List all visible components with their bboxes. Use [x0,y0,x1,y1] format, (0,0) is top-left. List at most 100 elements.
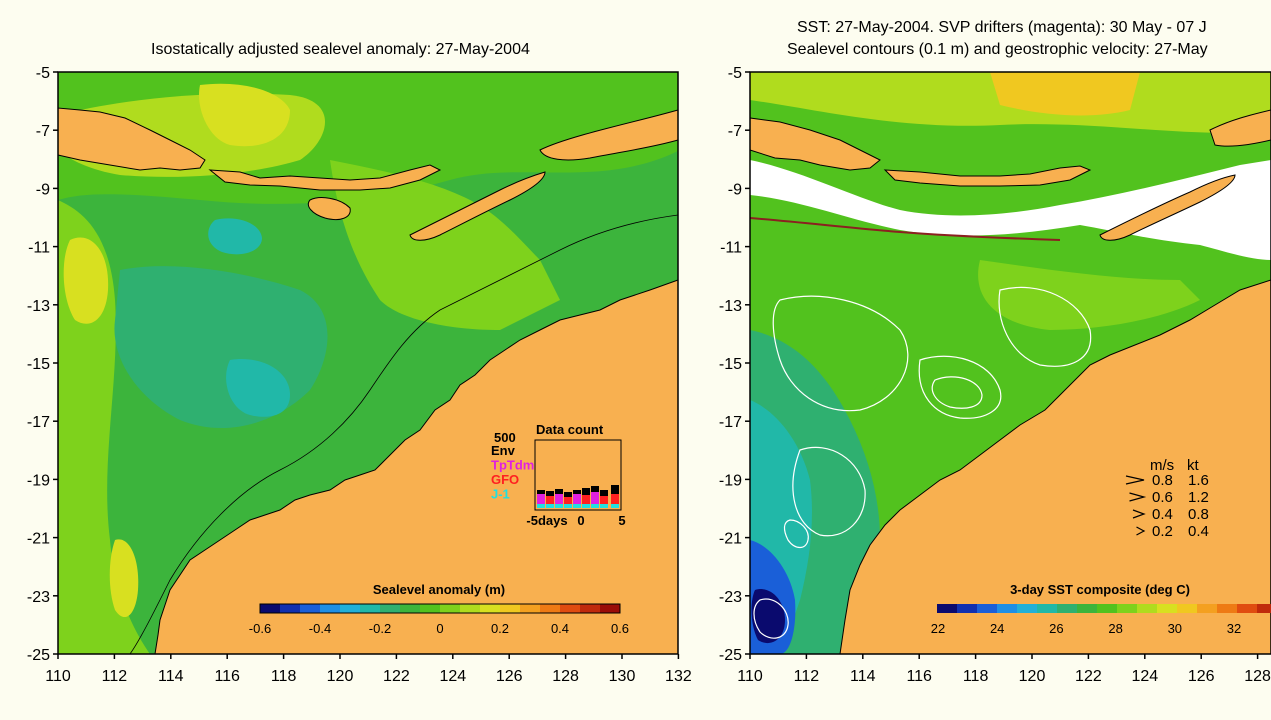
left-colorbar-cell [440,604,461,613]
right-colorbar-cell [1237,604,1258,613]
right-colorbar-tick: 30 [1168,621,1182,636]
right-colorbar-tick: 28 [1108,621,1122,636]
legend-entry-tptdm: TpTdm [491,458,534,473]
right-colorbar-cell [957,604,978,613]
velocity-legend-kt-header: kt [1187,457,1200,474]
left-y-tick-label: -21 [27,531,50,548]
left-x-tick-label: 110 [45,668,71,685]
anomaly-patch-low-north [208,218,262,255]
data-count-bars [537,485,619,508]
left-x-tick-label: 120 [327,668,354,685]
left-colorbar-cell [520,604,541,613]
velocity-ms-value: 0.2 [1152,523,1173,540]
right-x-tick-label: 116 [906,668,932,685]
data-count-title: Data count [536,422,604,437]
right-y-tick-label: -11 [720,240,742,257]
right-colorbar-cell [1057,604,1078,613]
left-colorbar-cell [560,604,581,613]
sst-java-island [749,117,881,171]
left-y-tick-label: -25 [27,647,50,664]
left-colorbar-cell [300,604,321,613]
sumba-island [307,197,351,221]
sst-patch-warm-east [978,260,1200,330]
left-x-tick-label: 132 [665,668,692,685]
sst-colorbar-label: 3-day SST composite (deg C) [1010,582,1190,597]
right-colorbar-cell [997,604,1018,613]
right-y-tick-label: -19 [719,472,742,489]
velocity-kt-value: 1.2 [1188,489,1209,506]
velocity-arrow-glyph [1132,509,1146,519]
velocity-kt-value: 1.6 [1188,472,1209,489]
java-island [57,107,206,171]
right-x-tick-label: 114 [850,668,876,685]
left-colorbar-tick: 0.6 [611,621,629,636]
right-x-tick-label: 124 [1131,668,1158,685]
left-y-tick-label: -7 [36,123,50,140]
left-colorbar-cell [460,604,481,613]
left-colorbar-cell [500,604,521,613]
left-y-tick-label: -17 [27,414,50,431]
left-map-title: Isostatically adjusted sealevel anomaly:… [151,41,530,58]
bathymetry-contour [129,214,679,655]
left-y-tick-label: -19 [27,472,50,489]
left-colorbar-cell [420,604,441,613]
right-colorbar-cell [977,604,998,613]
nusa-tenggara-islands [208,164,442,191]
sealevel-colorbar: Sealevel anomaly (m) -0.6 -0.4 -0.2 0 0.2 0.4… [249,582,629,636]
legend-axis-label: -5days [526,513,567,528]
velocity-ms-value: 0.6 [1152,489,1173,506]
anomaly-patch-high-north [199,83,290,147]
sst-patch-cold [750,540,796,654]
velocity-arrow-glyph [1129,492,1147,502]
right-y-tick-label: -21 [719,531,742,548]
left-x-tick-label: 124 [439,668,466,685]
right-y-tick-label: -9 [728,181,742,198]
right-colorbar-cell [1097,604,1118,613]
sst-background [750,72,1271,654]
left-y-tick-label: -15 [27,356,50,373]
right-x-tick-label: 128 [1244,668,1271,685]
sst-colorbar: 3-day SST composite (deg C) 22 24 26 28 30 32 [931,582,1271,636]
right-x-tick-label: 118 [963,668,989,685]
sealevel-contours [753,286,1092,639]
right-y-tick-label: -17 [719,414,742,431]
right-x-tick-label: 120 [1019,668,1046,685]
legend-axis-label: 5 [618,513,625,528]
right-colorbar-cell [1197,604,1218,613]
right-colorbar-cell [1157,604,1178,613]
right-colorbar-cell [1037,604,1058,613]
right-colorbar-cell [1137,604,1158,613]
left-colorbar-tick: 0 [436,621,443,636]
right-colorbar-tick: 24 [990,621,1004,636]
anomaly-patch-east-band [330,160,560,330]
left-colorbar-cell [340,604,361,613]
right-colorbar-cell [1017,604,1038,613]
right-colorbar-cell [1077,604,1098,613]
sst-patch-coldest [751,589,785,644]
right-colorbar-cell [937,604,958,613]
legend-entry-j-1: J-1 [491,487,510,502]
left-colorbar-tick: -0.2 [369,621,391,636]
right-colorbar-tick: 22 [931,621,945,636]
data-count-scale: 500 [494,430,516,445]
left-y-tick-label: -13 [27,298,50,315]
right-y-tick-label: -23 [719,589,742,606]
velocity-arrow-glyph [1125,475,1145,485]
left-colorbar-cell [600,604,621,613]
legend-entry-env: Env [491,443,516,458]
timor-island [409,171,546,241]
right-colorbar-cell [1257,604,1271,613]
right-x-tick-label: 112 [794,668,820,685]
left-colorbar-cell [320,604,341,613]
right-x-tick-label: 110 [737,668,763,685]
sst-nusa-tenggara [883,165,1092,187]
right-y-tick-label: -5 [728,65,742,82]
right-y-tick-label: -15 [719,356,742,373]
right-x-tick-label: 126 [1188,668,1215,685]
left-colorbar-cell [260,604,281,613]
left-x-tick-label: 130 [609,668,636,685]
sst-eastern-islands [1209,109,1271,147]
anomaly-patch-low-center-2 [226,359,290,417]
left-x-tick-label: 114 [158,668,184,685]
